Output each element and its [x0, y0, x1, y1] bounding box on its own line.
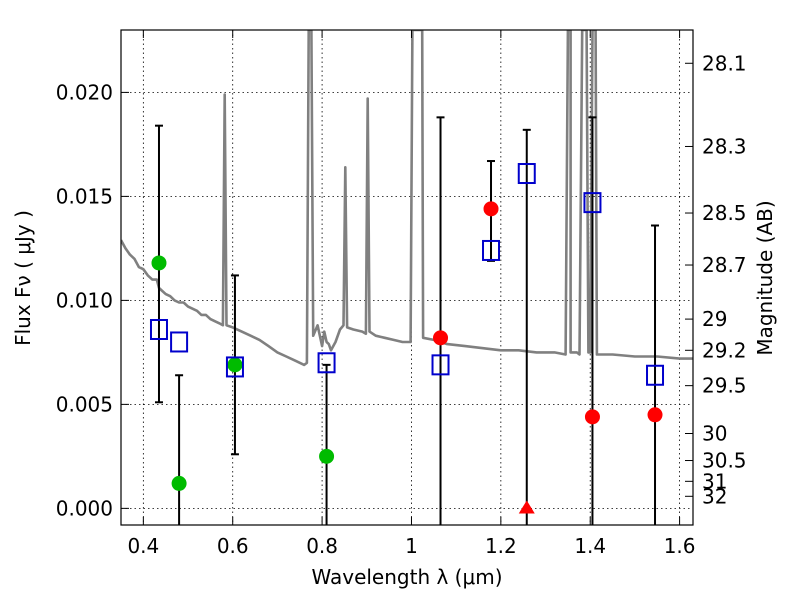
y2-axis-label: Magnitude (AB)	[753, 200, 777, 355]
y2-tick-label: 29.2	[702, 338, 747, 362]
x-tick-label: 0.4	[127, 534, 159, 558]
axes: 0.4 0.6 0.8 1 1.2 1.4 1.6 0.000 0.005 0.010 0.015 0…	[56, 30, 747, 558]
model-point	[583, 192, 602, 214]
model-point	[431, 354, 450, 376]
y2-tick-label: 30	[702, 421, 727, 445]
y2-tick-label: 28.7	[702, 253, 747, 277]
model-point	[170, 331, 189, 353]
data-point	[319, 448, 335, 464]
x-axis-label: Wavelength λ (μm)	[311, 565, 502, 589]
upper-limit-marker	[518, 500, 535, 514]
y-tick-label: 0.010	[56, 288, 113, 312]
y2-tick-label: 28.5	[702, 201, 747, 225]
x-tick-label: 0.8	[306, 534, 338, 558]
data-point	[647, 407, 663, 423]
model-point	[317, 352, 336, 374]
y2-tick-label: 32	[702, 484, 727, 508]
plot-frame	[120, 29, 694, 526]
y2-tick-label: 28.3	[702, 134, 747, 158]
data-point	[227, 357, 243, 373]
model-point	[225, 356, 244, 378]
model-point	[517, 163, 536, 185]
y-tick-label: 0.005	[56, 392, 113, 416]
grid	[121, 30, 693, 525]
data-point	[584, 409, 600, 425]
model-point	[149, 318, 168, 340]
y-tick-label: 0.000	[56, 496, 113, 520]
x-tick-label: 1.4	[574, 534, 606, 558]
y2-tick-label: 28.1	[702, 51, 747, 75]
y-tick-label: 0.015	[56, 184, 113, 208]
y-axis-label: Flux Fν ( μJy )	[11, 210, 35, 346]
x-tick-label: 1	[405, 534, 418, 558]
y2-tick-label: 29.5	[702, 374, 747, 398]
y-tick-label: 0.020	[56, 80, 113, 104]
x-tick-label: 1.6	[664, 534, 696, 558]
y2-tick-label: 30.5	[702, 449, 747, 473]
plot-area	[121, 30, 693, 525]
data-point	[151, 255, 167, 271]
y2-tick-label: 29	[702, 307, 727, 331]
data-point	[171, 475, 187, 491]
model-spectrum-line	[121, 30, 693, 367]
model-point	[482, 239, 501, 261]
data-point	[483, 201, 499, 217]
data-point	[433, 330, 449, 346]
x-tick-label: 0.6	[217, 534, 249, 558]
x-tick-label: 1.2	[485, 534, 517, 558]
model-point	[646, 364, 665, 386]
y2-tick-label: 31	[702, 469, 727, 493]
